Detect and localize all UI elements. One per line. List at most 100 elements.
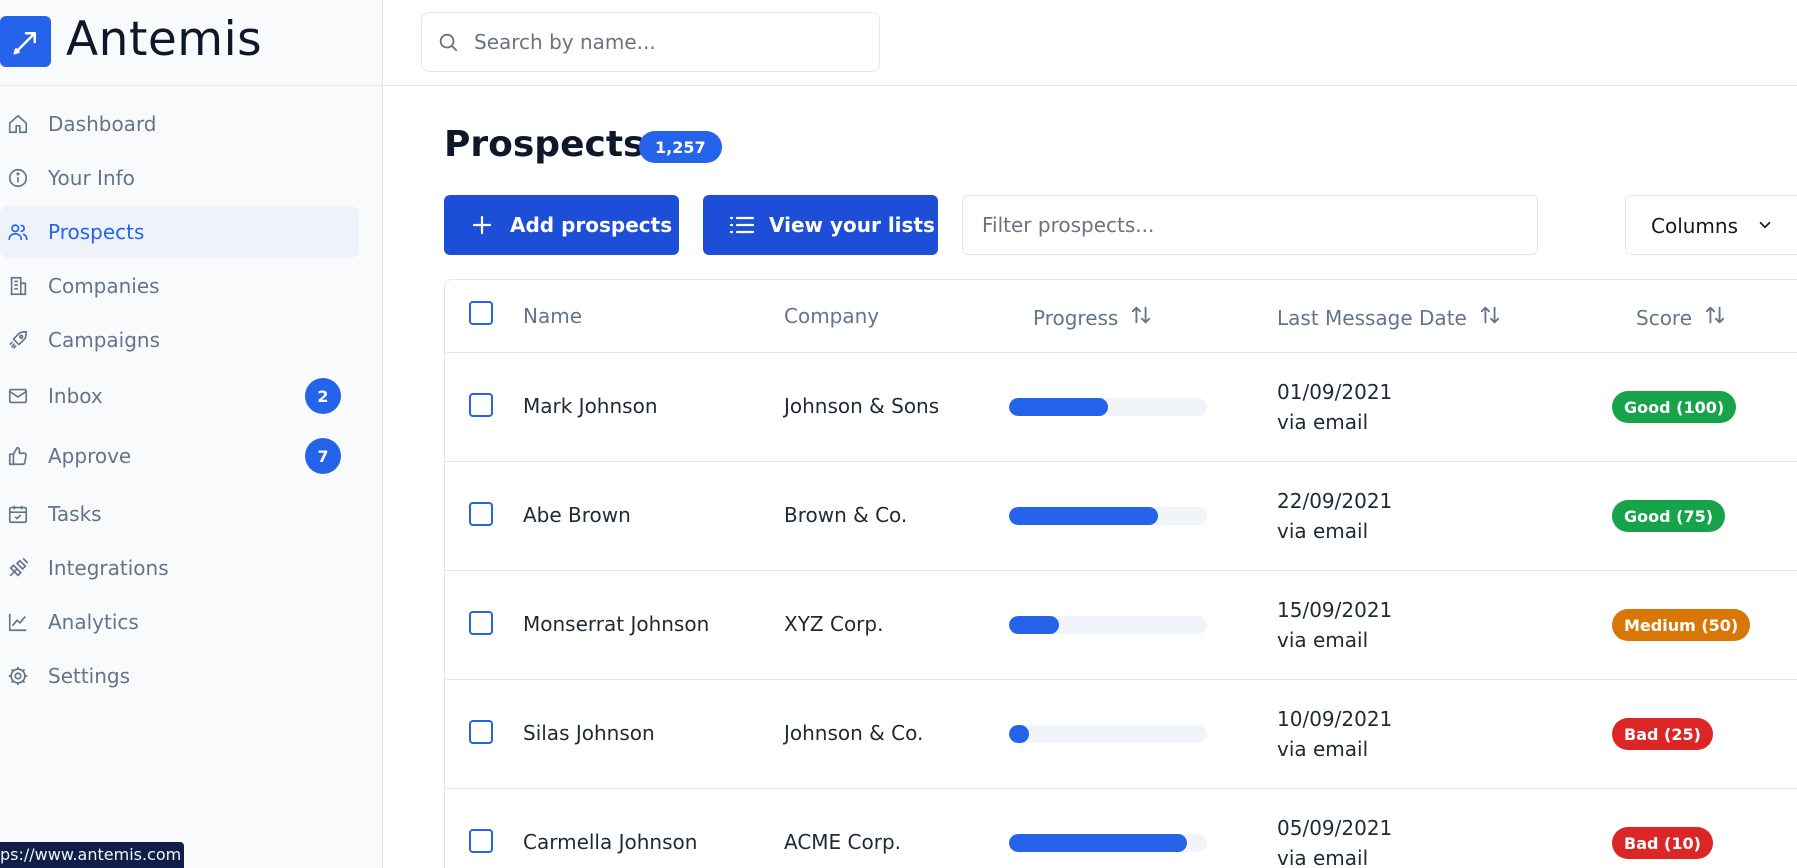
last-message-date: 10/09/2021	[1277, 707, 1393, 731]
sidebar-item-label: Approve	[48, 444, 132, 468]
last-message-date: 22/09/2021	[1277, 489, 1393, 513]
view-lists-button[interactable]: View your lists	[703, 195, 938, 255]
sort-icon[interactable]	[1130, 304, 1152, 331]
filter-box[interactable]	[962, 195, 1538, 255]
prospect-name[interactable]: Mark Johnson	[523, 394, 658, 418]
prospect-name[interactable]: Monserrat Johnson	[523, 612, 710, 636]
search-icon	[437, 31, 459, 57]
select-all-checkbox[interactable]	[469, 301, 493, 325]
columns-dropdown[interactable]: Columns	[1625, 195, 1797, 255]
column-header-company[interactable]: Company	[784, 304, 879, 328]
last-message-channel: via email	[1277, 628, 1369, 652]
column-header-label: Progress	[1033, 305, 1119, 330]
thumbs-up-icon	[6, 444, 30, 468]
column-header-label: Name	[523, 304, 583, 328]
progress-fill	[1009, 616, 1059, 634]
last-message-channel: via email	[1277, 410, 1369, 434]
sidebar-item-integrations[interactable]: Integrations	[0, 542, 359, 594]
sidebar-item-settings[interactable]: Settings	[0, 650, 359, 702]
table-header: Name Company Progress Last Message Date …	[445, 280, 1797, 353]
prospect-company[interactable]: Johnson & Co.	[784, 721, 924, 745]
last-message-channel: via email	[1277, 519, 1369, 543]
gear-icon	[6, 664, 30, 688]
last-message-channel: via email	[1277, 846, 1369, 868]
approve-count-badge: 7	[305, 438, 341, 474]
table-row[interactable]: Silas Johnson Johnson & Co. 10/09/2021 v…	[445, 680, 1797, 789]
last-message-date: 01/09/2021	[1277, 380, 1393, 404]
brand: Antemis	[0, 0, 383, 86]
sidebar-item-tasks[interactable]: Tasks	[0, 488, 359, 540]
score-badge: Medium (50)	[1612, 609, 1751, 641]
sidebar-item-dashboard[interactable]: Dashboard	[0, 98, 359, 150]
progress-bar	[1009, 616, 1207, 634]
row-checkbox[interactable]	[469, 829, 493, 853]
sidebar-item-inbox[interactable]: Inbox 2	[0, 370, 359, 422]
prospect-name[interactable]: Abe Brown	[523, 503, 631, 527]
sidebar-item-campaigns[interactable]: Campaigns	[0, 314, 359, 366]
sidebar-item-label: Prospects	[48, 220, 145, 244]
last-message-channel: via email	[1277, 737, 1369, 761]
column-header-label: Last Message Date	[1277, 305, 1467, 330]
sidebar-item-label: Tasks	[48, 502, 102, 526]
row-checkbox[interactable]	[469, 611, 493, 635]
add-prospects-button[interactable]: Add prospects	[444, 195, 679, 255]
table-row[interactable]: Carmella Johnson ACME Corp. 05/09/2021 v…	[445, 789, 1797, 868]
column-header-progress[interactable]: Progress	[1033, 304, 1152, 331]
sidebar-item-label: Companies	[48, 274, 160, 298]
column-header-name[interactable]: Name	[523, 304, 582, 328]
last-message-date: 15/09/2021	[1277, 598, 1393, 622]
table-row[interactable]: Monserrat Johnson XYZ Corp. 15/09/2021 v…	[445, 571, 1797, 680]
prospect-company[interactable]: Johnson & Sons	[784, 394, 940, 418]
list-icon	[729, 213, 755, 237]
plus-icon	[470, 213, 494, 237]
row-checkbox[interactable]	[469, 393, 493, 417]
prospect-count-badge: 1,257	[639, 131, 722, 163]
row-checkbox[interactable]	[469, 720, 493, 744]
prospects-table: Name Company Progress Last Message Date …	[444, 279, 1797, 868]
prospect-company[interactable]: XYZ Corp.	[784, 612, 884, 636]
sort-icon[interactable]	[1479, 304, 1501, 331]
search-box[interactable]	[421, 12, 880, 72]
progress-bar	[1009, 725, 1207, 743]
sidebar-item-your-info[interactable]: Your Info	[0, 152, 359, 204]
users-icon	[6, 220, 30, 244]
progress-bar	[1009, 507, 1207, 525]
sidebar-item-analytics[interactable]: Analytics	[0, 596, 359, 648]
status-bar-url: ps://www.antemis.com	[0, 842, 184, 868]
brand-name[interactable]: Antemis	[66, 12, 263, 67]
sidebar-item-companies[interactable]: Companies	[0, 260, 359, 312]
prospect-name[interactable]: Carmella Johnson	[523, 830, 698, 854]
column-header-last-message-date[interactable]: Last Message Date	[1277, 304, 1501, 331]
search-input[interactable]	[474, 13, 864, 71]
progress-fill	[1009, 507, 1158, 525]
rocket-logo-icon[interactable]	[0, 16, 51, 67]
prospect-company[interactable]: ACME Corp.	[784, 830, 902, 854]
column-header-score[interactable]: Score	[1636, 304, 1726, 331]
score-badge: Bad (25)	[1612, 718, 1713, 750]
page-title: Prospects	[444, 124, 645, 165]
sidebar-item-label: Integrations	[48, 556, 169, 580]
chevron-down-icon	[1756, 216, 1774, 238]
line-chart-icon	[6, 610, 30, 634]
last-message-date: 05/09/2021	[1277, 816, 1393, 840]
progress-fill	[1009, 834, 1188, 852]
table-row[interactable]: Abe Brown Brown & Co. 22/09/2021 via ema…	[445, 462, 1797, 571]
column-header-label: Company	[784, 304, 880, 328]
prospect-company[interactable]: Brown & Co.	[784, 503, 908, 527]
sidebar-item-label: Dashboard	[48, 112, 157, 136]
sidebar-item-prospects[interactable]: Prospects	[0, 206, 359, 258]
table-row[interactable]: Mark Johnson Johnson & Sons 01/09/2021 v…	[445, 353, 1797, 462]
topbar	[384, 0, 1797, 86]
sidebar-item-approve[interactable]: Approve 7	[0, 430, 359, 482]
score-badge: Good (100)	[1612, 391, 1737, 423]
sidebar-item-label: Analytics	[48, 610, 139, 634]
column-header-label: Score	[1636, 305, 1693, 330]
sidebar-item-label: Inbox	[48, 384, 103, 408]
row-checkbox[interactable]	[469, 502, 493, 526]
filter-input[interactable]	[982, 196, 1522, 254]
prospect-name[interactable]: Silas Johnson	[523, 721, 655, 745]
inbox-count-badge: 2	[305, 378, 341, 414]
calendar-check-icon	[6, 502, 30, 526]
sort-icon[interactable]	[1704, 304, 1726, 331]
home-icon	[6, 112, 30, 136]
